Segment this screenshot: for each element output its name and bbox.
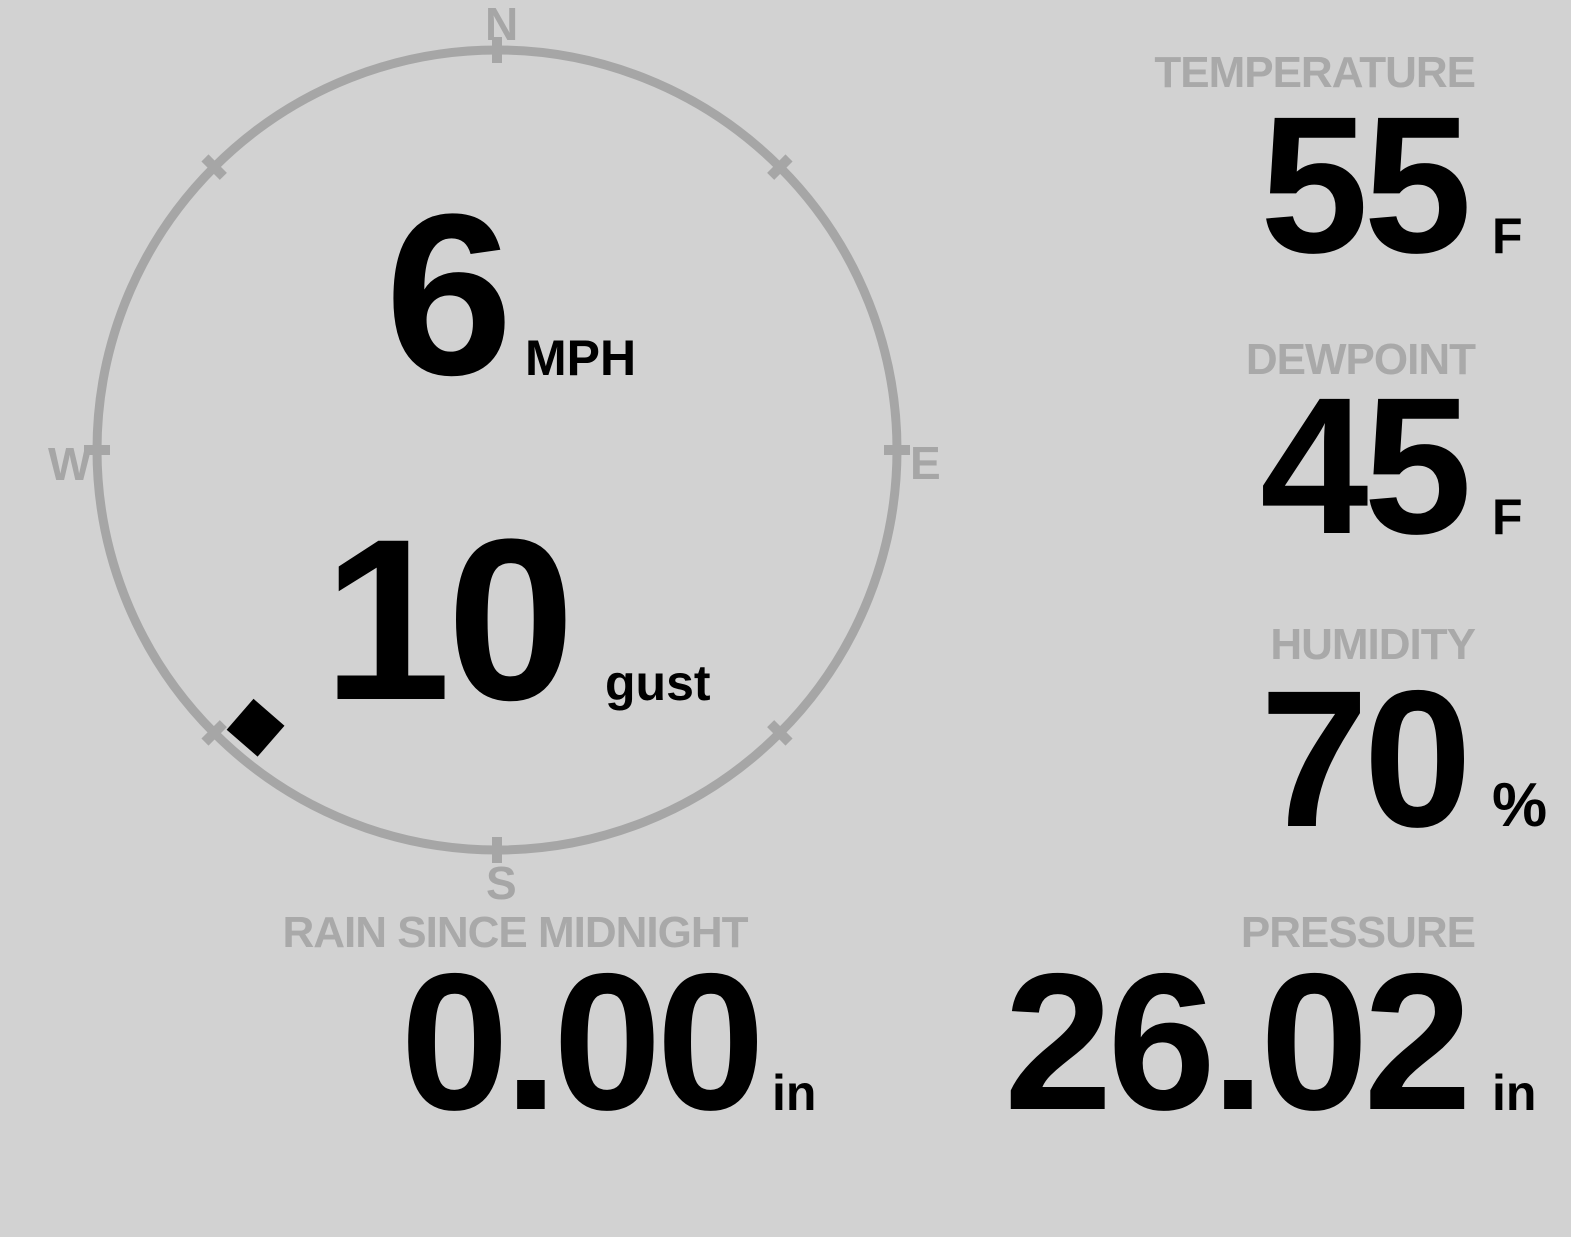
compass-label-east: E xyxy=(910,437,941,489)
compass-tick-sw xyxy=(201,720,227,746)
compass-tick-nw xyxy=(201,154,227,180)
dewpoint-value: 45 xyxy=(1260,357,1472,575)
pressure-label: PRESSURE xyxy=(1240,908,1476,957)
wind-speed-value: 6 xyxy=(385,166,513,423)
pressure-unit: in xyxy=(1492,1065,1537,1121)
temperature-value: 55 xyxy=(1260,76,1472,294)
compass-tick-ne xyxy=(767,154,793,180)
temperature-unit: F xyxy=(1492,208,1523,264)
compass-tick-se xyxy=(767,720,793,746)
compass-label-north: N xyxy=(485,0,519,50)
dewpoint-label: DEWPOINT xyxy=(1245,335,1476,384)
rain-since-midnight-unit: in xyxy=(772,1065,817,1121)
wind-direction-marker-icon xyxy=(226,698,285,757)
compass-ticks xyxy=(84,37,910,863)
rain-since-midnight-label: RAIN SINCE MIDNIGHT xyxy=(282,908,749,957)
compass-label-south: S xyxy=(486,857,517,909)
humidity-value: 70 xyxy=(1260,650,1472,868)
pressure-value: 26.02 xyxy=(1004,933,1472,1151)
wind-gust-value: 10 xyxy=(323,491,575,748)
dewpoint-unit: F xyxy=(1492,489,1523,545)
humidity-label: HUMIDITY xyxy=(1270,620,1476,669)
humidity-unit: % xyxy=(1492,771,1548,840)
rain-since-midnight-value: 0.00 xyxy=(400,933,765,1151)
wind-compass xyxy=(84,37,910,863)
wind-gust-unit: gust xyxy=(605,655,711,711)
compass-label-west: W xyxy=(48,438,92,490)
wind-speed-unit: MPH xyxy=(525,330,637,386)
temperature-label: TEMPERATURE xyxy=(1154,48,1476,97)
